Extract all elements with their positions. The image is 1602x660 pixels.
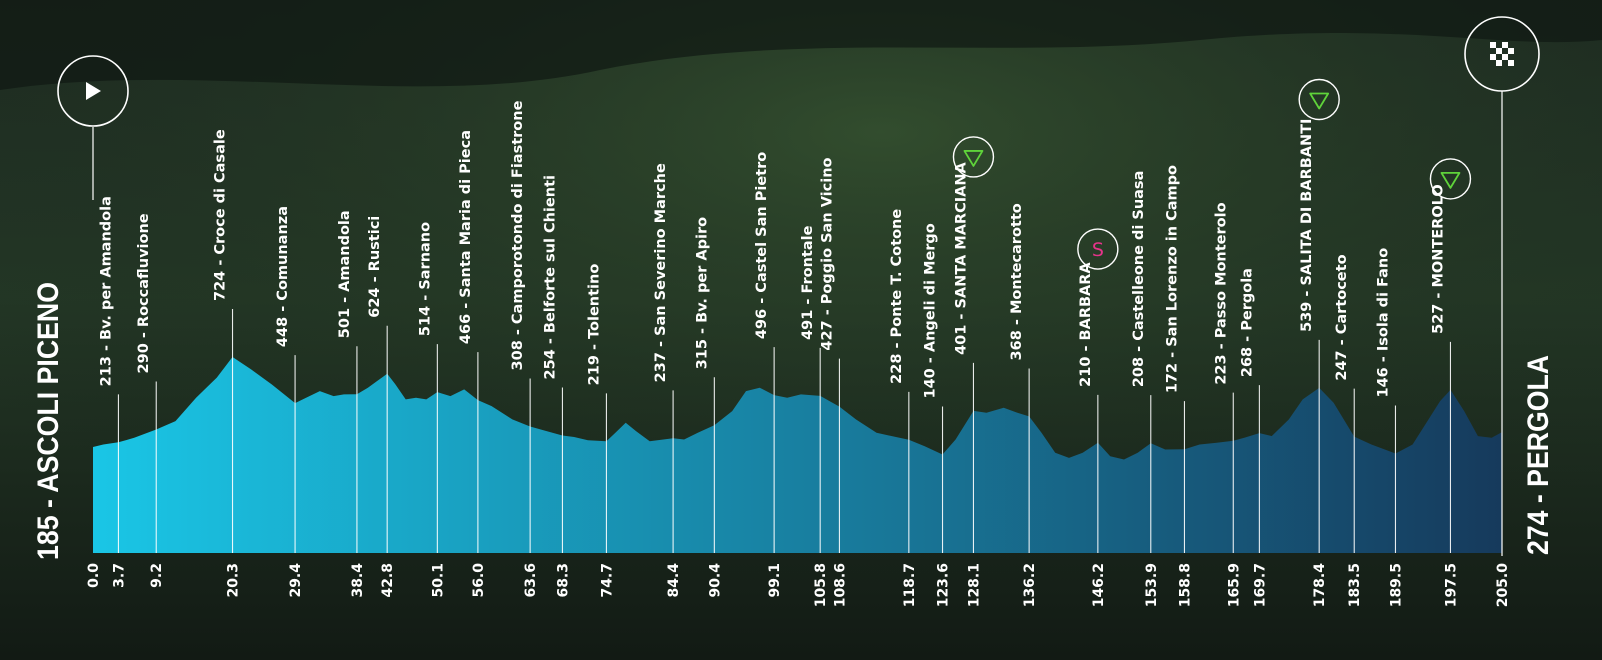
waypoint-label: 514 - Sarnano [417, 222, 433, 336]
km-tick-label: 9.2 [149, 563, 165, 588]
km-tick-label: 128.1 [966, 563, 982, 607]
waypoint-label: 247 - Cartoceto [1334, 254, 1350, 380]
km-tick-label: 183.5 [1347, 563, 1363, 607]
km-tick-label: 42.8 [380, 563, 396, 598]
km-tick-label: 146.2 [1091, 563, 1107, 607]
kom-triangle-icon [1429, 158, 1472, 200]
waypoint-label: 219 - Tolentino [586, 264, 602, 386]
km-tick-label: 165.9 [1226, 563, 1242, 607]
km-tick-label: 84.4 [666, 563, 682, 598]
km-tick-label: 56.0 [471, 563, 487, 598]
kom-triangle-icon [1298, 78, 1340, 121]
play-icon [86, 82, 101, 100]
checkered-flag-icon [1490, 42, 1514, 66]
km-tick-label: 68.3 [555, 563, 571, 598]
waypoint-label: 254 - Belforte sul Chienti [542, 175, 558, 379]
waypoint-label: 315 - Bv. per Apiro [694, 217, 710, 369]
km-tick-label: 136.2 [1022, 563, 1038, 607]
background-hill-shape [0, 0, 1602, 90]
waypoint-label: 491 - Frontale [800, 225, 816, 339]
finish-label: 274 - PERGOLA [1522, 355, 1555, 555]
waypoint-label: 228 - Ponte T. Cotone [889, 209, 905, 384]
waypoint-label: 213 - Bv. per Amandola [98, 196, 114, 386]
km-tick-label: 108.6 [832, 563, 848, 607]
km-tick-label: 118.7 [902, 563, 918, 607]
km-tick-label: 20.3 [226, 563, 242, 598]
waypoint-label: 308 - Camporotondo di Fiastrone [510, 100, 526, 370]
sprint-s-icon: S [1077, 228, 1119, 270]
km-tick-label: 158.8 [1177, 563, 1193, 607]
waypoint-label: 539 - SALITA DI BARBANTI [1299, 119, 1315, 332]
km-tick-label: 178.4 [1312, 563, 1328, 608]
km-tick-label: 205.0 [1495, 563, 1511, 608]
kom-triangle-icon [952, 136, 995, 178]
waypoint-label: 466 - Santa Maria di Pieca [458, 130, 474, 344]
waypoint-label: 624 - Rustici [367, 216, 383, 318]
waypoint-label: 724 - Croce di Casale [213, 129, 229, 301]
km-tick-label: 189.5 [1388, 563, 1404, 607]
waypoint-label: 268 - Pergola [1239, 268, 1255, 377]
waypoint-label: 223 - Passo Monterolo [1213, 202, 1229, 384]
waypoint-label: 448 - Comunanza [275, 206, 291, 347]
waypoint-label: 210 - BARBARA [1078, 262, 1094, 387]
km-tick-label: 3.7 [111, 563, 127, 588]
waypoint-label: 208 - Castelleone di Suasa [1131, 171, 1147, 388]
waypoint-label: 290 - Roccafluvione [136, 213, 152, 373]
km-tick-label: 90.4 [707, 563, 723, 598]
km-tick-label: 99.1 [767, 563, 783, 598]
waypoint-label: 501 - Amandola [337, 210, 353, 338]
waypoint-label: 140 - Angeli di Mergo [923, 223, 939, 398]
km-tick-label: 105.8 [813, 563, 829, 607]
km-tick-label: 153.9 [1144, 563, 1160, 607]
start-marker-circle [57, 55, 129, 127]
km-tick-label: 38.4 [350, 563, 366, 598]
finish-marker-circle [1464, 16, 1540, 92]
waypoint-label: 146 - Isola di Fano [1375, 248, 1391, 398]
waypoint-label: 427 - Poggio San Vicino [819, 157, 835, 350]
waypoint-label: 237 - San Severino Marche [653, 163, 669, 382]
km-tick-label: 0.0 [86, 563, 102, 588]
km-tick-label: 50.1 [430, 563, 446, 598]
waypoint-label: 527 - MONTEROLO [1430, 184, 1446, 334]
km-tick-label: 29.4 [288, 563, 304, 598]
km-tick-label: 197.5 [1443, 563, 1459, 607]
start-label: 185 - ASCOLI PICENO [32, 282, 65, 560]
waypoint-label: 368 - Montecarotto [1009, 203, 1025, 360]
waypoint-label: 401 - SANTA MARCIANA [953, 162, 969, 355]
sprint-letter: S [1092, 239, 1104, 261]
waypoint-label: 496 - Castel San Pietro [754, 152, 770, 339]
km-tick-label: 169.7 [1252, 563, 1268, 607]
km-tick-label: 123.6 [936, 563, 952, 607]
waypoint-label: 172 - San Lorenzo in Campo [1164, 165, 1180, 393]
elevation-profile-area [93, 357, 1502, 553]
km-tick-label: 63.6 [523, 563, 539, 598]
km-tick-label: 74.7 [599, 563, 615, 598]
